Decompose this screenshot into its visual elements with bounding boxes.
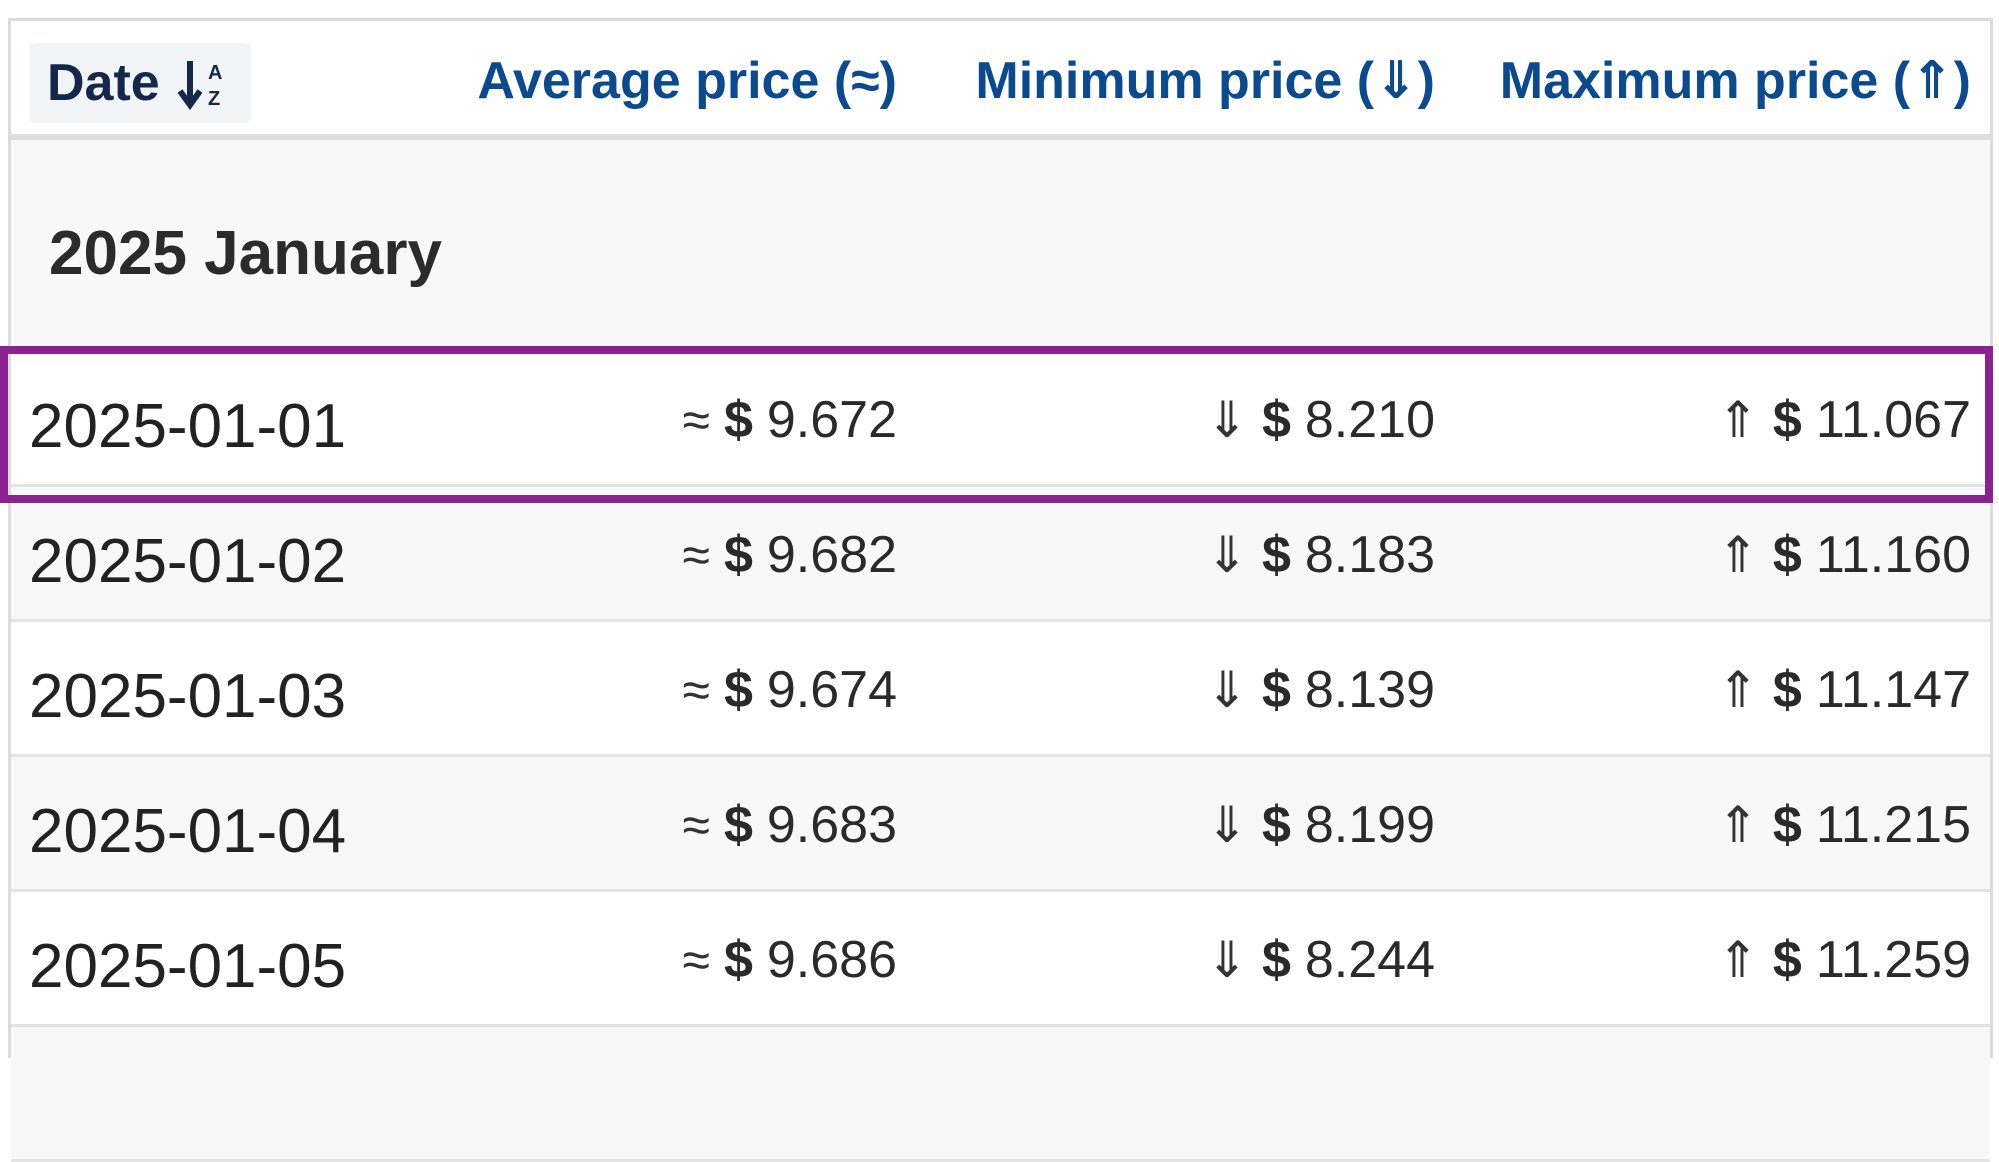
month-group-row: 2025 January <box>11 140 1990 352</box>
dollar-icon: $ <box>1772 391 1802 449</box>
double-arrow-down-icon: ⇓ <box>1206 527 1248 583</box>
average-price-value: 9.674 <box>766 661 897 719</box>
approx-icon: ≈ <box>682 662 710 718</box>
column-header-maximum-price[interactable]: Maximum price (⇑) <box>1499 52 1971 110</box>
dollar-icon: $ <box>1772 661 1802 719</box>
minimum-price-cell: ⇓ $ 8.210 <box>1206 390 1435 450</box>
maximum-price-value: 11.067 <box>1815 391 1971 449</box>
dollar-icon: $ <box>1772 931 1802 989</box>
price-history-table: Date A Z Average price (≈) Minimum price… <box>8 18 1993 1162</box>
approx-icon: ≈ <box>682 797 710 853</box>
average-price-cell: ≈ $ 9.682 <box>682 525 897 585</box>
dollar-icon: $ <box>1261 391 1291 449</box>
double-arrow-up-icon: ⇑ <box>1716 527 1759 583</box>
dollar-icon: $ <box>723 931 753 989</box>
maximum-price-value: 11.147 <box>1815 661 1971 719</box>
table-row[interactable]: 2025-01-01 ≈ $ 9.672 ⇓ $ 8.210 ⇑ $ 11.06… <box>11 352 1990 487</box>
table-row[interactable]: 2025-01-04 ≈ $ 9.683 ⇓ $ 8.199 ⇑ $ 11.21… <box>11 757 1990 892</box>
dollar-icon: $ <box>1261 931 1291 989</box>
maximum-price-value: 11.259 <box>1815 931 1971 989</box>
date-column-label: Date <box>47 54 160 112</box>
minimum-price-value: 8.183 <box>1304 526 1435 584</box>
sort-alpha-down-icon: A Z <box>177 55 228 111</box>
svg-text:Z: Z <box>208 88 220 110</box>
double-arrow-down-icon: ⇓ <box>1206 662 1248 718</box>
minimum-price-value: 8.199 <box>1304 796 1435 854</box>
average-price-cell: ≈ $ 9.674 <box>682 660 897 720</box>
maximum-price-cell: ⇑ $ 11.147 <box>1717 660 1971 720</box>
date-cell: 2025-01-02 <box>29 527 347 596</box>
average-price-cell: ≈ $ 9.686 <box>682 930 897 990</box>
minimum-price-value: 8.139 <box>1304 661 1435 719</box>
approx-icon: ≈ <box>682 527 710 583</box>
table-row[interactable]: 2025-01-03 ≈ $ 9.674 ⇓ $ 8.139 ⇑ $ 11.14… <box>11 622 1990 757</box>
minimum-price-value: 8.210 <box>1304 391 1435 449</box>
approx-icon: ≈ <box>682 392 710 448</box>
average-price-value: 9.672 <box>766 391 897 449</box>
date-cell: 2025-01-05 <box>29 932 347 1001</box>
dollar-icon: $ <box>1772 526 1802 584</box>
maximum-price-cell: ⇑ $ 11.259 <box>1717 930 1971 990</box>
minimum-price-value: 8.244 <box>1304 931 1435 989</box>
dollar-icon: $ <box>723 661 753 719</box>
double-arrow-up-icon: ⇑ <box>1716 932 1759 988</box>
table-header: Date A Z Average price (≈) Minimum price… <box>11 21 1990 140</box>
average-price-cell: ≈ $ 9.683 <box>682 795 897 855</box>
minimum-price-cell: ⇓ $ 8.139 <box>1206 660 1435 720</box>
maximum-price-value: 11.160 <box>1815 526 1971 584</box>
double-arrow-down-icon: ⇓ <box>1206 797 1248 853</box>
month-group-label: 2025 January <box>49 219 442 288</box>
average-price-value: 9.682 <box>766 526 897 584</box>
maximum-price-value: 11.215 <box>1815 796 1971 854</box>
dollar-icon: $ <box>1261 526 1291 584</box>
minimum-price-cell: ⇓ $ 8.199 <box>1206 795 1435 855</box>
date-cell: 2025-01-04 <box>29 797 347 866</box>
average-price-value: 9.686 <box>766 931 897 989</box>
maximum-price-cell: ⇑ $ 11.215 <box>1717 795 1971 855</box>
dollar-icon: $ <box>1261 661 1291 719</box>
minimum-price-cell: ⇓ $ 8.244 <box>1206 930 1435 990</box>
average-price-value: 9.683 <box>766 796 897 854</box>
column-header-average-price[interactable]: Average price (≈) <box>477 52 897 110</box>
dollar-icon: $ <box>1772 796 1802 854</box>
dollar-icon: $ <box>723 391 753 449</box>
double-arrow-up-icon: ⇑ <box>1716 662 1759 718</box>
approx-icon: ≈ <box>682 932 710 988</box>
maximum-price-cell: ⇑ $ 11.067 <box>1717 390 1971 450</box>
average-price-cell: ≈ $ 9.672 <box>682 390 897 450</box>
column-header-minimum-price[interactable]: Minimum price (⇓) <box>975 52 1435 110</box>
maximum-price-cell: ⇑ $ 11.160 <box>1717 525 1971 585</box>
date-cell: 2025-01-03 <box>29 662 347 731</box>
double-arrow-up-icon: ⇑ <box>1716 797 1759 853</box>
table-row[interactable]: 2025-01-05 ≈ $ 9.686 ⇓ $ 8.244 ⇑ $ 11.25… <box>11 892 1990 1027</box>
table-row[interactable]: 2025-01-02 ≈ $ 9.682 ⇓ $ 8.183 ⇑ $ 11.16… <box>11 487 1990 622</box>
svg-text:A: A <box>208 62 222 84</box>
double-arrow-up-icon: ⇑ <box>1716 392 1759 448</box>
dollar-icon: $ <box>723 796 753 854</box>
sort-by-date-button[interactable]: Date A Z <box>29 43 251 123</box>
double-arrow-down-icon: ⇓ <box>1206 392 1248 448</box>
table-row[interactable] <box>11 1027 1990 1162</box>
minimum-price-cell: ⇓ $ 8.183 <box>1206 525 1435 585</box>
dollar-icon: $ <box>723 526 753 584</box>
double-arrow-down-icon: ⇓ <box>1206 932 1248 988</box>
dollar-icon: $ <box>1261 796 1291 854</box>
date-cell: 2025-01-01 <box>29 392 347 461</box>
